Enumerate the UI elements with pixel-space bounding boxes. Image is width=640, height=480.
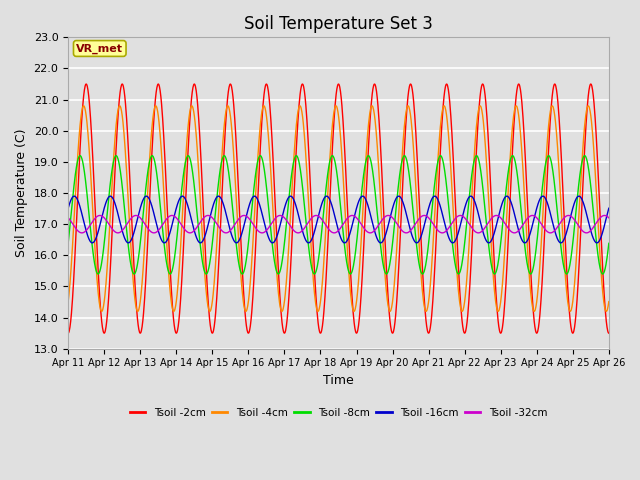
Line: Tsoil -16cm: Tsoil -16cm bbox=[68, 196, 609, 243]
Tsoil -4cm bbox=[305, 209, 313, 215]
Legend: Tsoil -2cm, Tsoil -4cm, Tsoil -8cm, Tsoil -16cm, Tsoil -32cm: Tsoil -2cm, Tsoil -4cm, Tsoil -8cm, Tsoi… bbox=[125, 404, 551, 422]
Tsoil -16cm bbox=[315, 212, 323, 217]
Tsoil -2cm bbox=[372, 86, 380, 92]
Tsoil -16cm bbox=[129, 235, 136, 240]
Tsoil -4cm bbox=[106, 212, 114, 217]
Tsoil -32cm bbox=[294, 230, 301, 236]
Tsoil -32cm bbox=[106, 224, 114, 229]
Line: Tsoil -4cm: Tsoil -4cm bbox=[68, 106, 609, 312]
Tsoil -16cm bbox=[70, 193, 78, 199]
Tsoil -2cm bbox=[64, 330, 72, 336]
Tsoil -4cm bbox=[129, 267, 136, 273]
Tsoil -2cm bbox=[605, 330, 612, 336]
Line: Tsoil -32cm: Tsoil -32cm bbox=[68, 216, 609, 233]
Tsoil -8cm bbox=[129, 268, 136, 274]
Tsoil -16cm bbox=[305, 240, 313, 246]
Tsoil -32cm bbox=[372, 226, 380, 231]
Tsoil -16cm bbox=[372, 233, 380, 239]
Tsoil -32cm bbox=[305, 218, 313, 224]
Tsoil -8cm bbox=[64, 240, 72, 246]
Tsoil -2cm bbox=[106, 265, 114, 271]
Tsoil -16cm bbox=[64, 205, 72, 211]
Tsoil -4cm bbox=[294, 109, 301, 115]
Tsoil -32cm bbox=[64, 215, 72, 221]
Tsoil -32cm bbox=[315, 214, 323, 219]
Tsoil -4cm bbox=[315, 307, 323, 313]
Tsoil -16cm bbox=[593, 240, 601, 246]
Y-axis label: Soil Temperature (C): Soil Temperature (C) bbox=[15, 129, 28, 257]
Tsoil -8cm bbox=[315, 254, 323, 260]
Line: Tsoil -2cm: Tsoil -2cm bbox=[68, 84, 609, 333]
Tsoil -2cm bbox=[294, 118, 301, 124]
Tsoil -16cm bbox=[106, 193, 114, 199]
Tsoil -4cm bbox=[80, 103, 88, 108]
Tsoil -8cm bbox=[76, 153, 84, 158]
Tsoil -4cm bbox=[602, 309, 610, 314]
Tsoil -16cm bbox=[605, 205, 612, 211]
Tsoil -4cm bbox=[372, 129, 380, 135]
Tsoil -2cm bbox=[83, 81, 90, 87]
Tsoil -4cm bbox=[605, 299, 612, 304]
Tsoil -2cm bbox=[129, 230, 136, 236]
Tsoil -8cm bbox=[305, 248, 313, 254]
Tsoil -8cm bbox=[106, 180, 114, 186]
Tsoil -2cm bbox=[315, 325, 323, 331]
Text: VR_met: VR_met bbox=[76, 43, 124, 54]
Tsoil -16cm bbox=[294, 210, 301, 216]
Tsoil -8cm bbox=[605, 240, 612, 246]
Tsoil -4cm bbox=[64, 299, 72, 304]
Line: Tsoil -8cm: Tsoil -8cm bbox=[68, 156, 609, 274]
Tsoil -32cm bbox=[601, 213, 609, 218]
Tsoil -2cm bbox=[305, 156, 313, 162]
Tsoil -32cm bbox=[78, 230, 86, 236]
Tsoil -8cm bbox=[372, 199, 380, 205]
Tsoil -32cm bbox=[605, 215, 612, 221]
Tsoil -8cm bbox=[599, 271, 607, 277]
Tsoil -8cm bbox=[294, 155, 301, 161]
X-axis label: Time: Time bbox=[323, 374, 354, 387]
Title: Soil Temperature Set 3: Soil Temperature Set 3 bbox=[244, 15, 433, 33]
Tsoil -32cm bbox=[129, 214, 136, 220]
